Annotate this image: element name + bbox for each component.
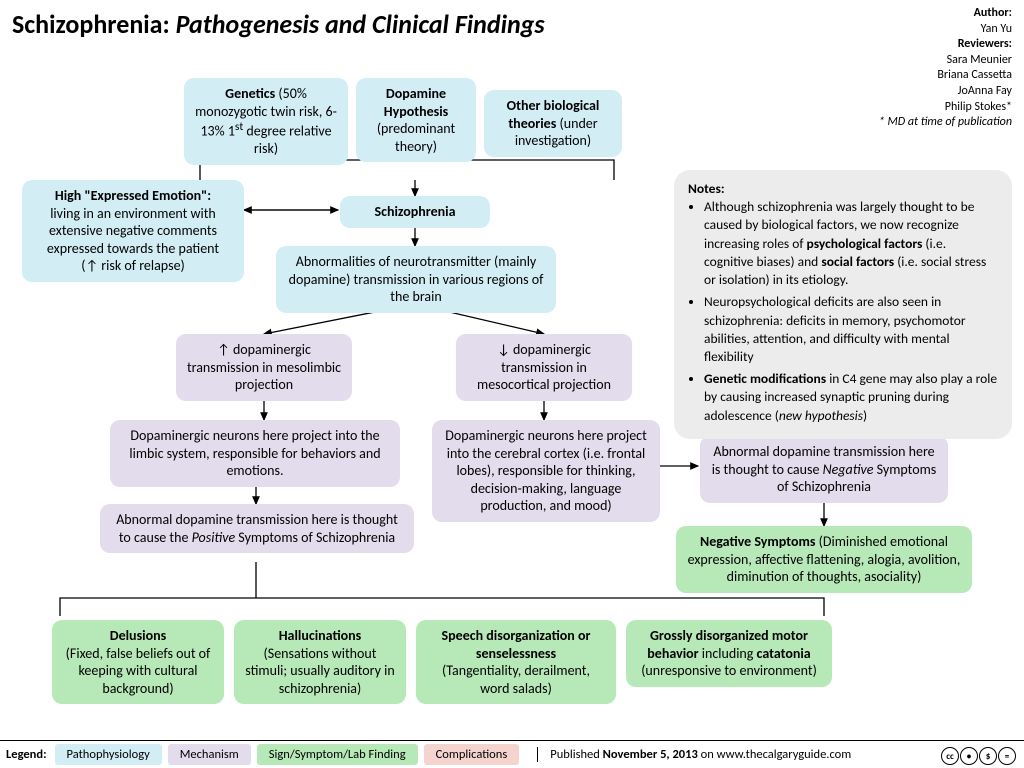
legend-sign: Sign/Symptom/Lab Finding xyxy=(257,744,418,765)
note-2: Neuropsychological deficits are also see… xyxy=(704,293,998,366)
notes-heading: Notes: xyxy=(688,180,725,197)
box-negative_cause: Abnormal dopamine transmission here is t… xyxy=(700,436,948,503)
reviewer-2: Briana Cassetta xyxy=(879,68,1012,84)
box-motor: Grossly disorganized motor behavior incl… xyxy=(626,620,832,687)
legend-published: Published November 5, 2013 on www.thecal… xyxy=(537,747,851,762)
cc-license-icon: cc•$= xyxy=(941,747,1016,765)
box-neg_symptoms: Negative Symptoms (Diminished emotional … xyxy=(676,526,972,593)
reviewer-4: Philip Stokes* xyxy=(879,100,1012,116)
legend-patho: Pathophysiology xyxy=(55,744,162,765)
reviewers-heading: Reviewers: xyxy=(879,37,1012,53)
author-name: Yan Yu xyxy=(879,22,1012,38)
box-limbic: Dopaminergic neurons here project into t… xyxy=(110,420,400,487)
box-other_bio: Other biological theories (under investi… xyxy=(484,90,622,157)
box-genetics: Genetics (50% monozygotic twin risk, 6-1… xyxy=(184,78,348,165)
box-schizo: Schizophrenia xyxy=(340,196,490,228)
page-title: Schizophrenia: Pathogenesis and Clinical… xyxy=(12,8,545,40)
title-italic: Pathogenesis and Clinical Findings xyxy=(176,8,545,40)
author-heading: Author: xyxy=(879,6,1012,22)
title-bold: Schizophrenia: xyxy=(12,8,170,40)
note-1: Although schizophrenia was largely thoug… xyxy=(704,198,998,289)
box-halluc: Hallucinations(Sensations without stimul… xyxy=(234,620,406,704)
box-up_meso: ↑ dopaminergic transmission in mesolimbi… xyxy=(176,334,352,401)
credits-block: Author: Yan Yu Reviewers: Sara Meunier B… xyxy=(879,6,1012,131)
reviewer-1: Sara Meunier xyxy=(879,53,1012,69)
box-dopamine_hyp: Dopamine Hypothesis (predominant theory) xyxy=(356,78,476,162)
reviewer-3: JoAnna Fay xyxy=(879,84,1012,100)
box-abnorm: Abnormalities of neurotransmitter (mainl… xyxy=(276,246,556,313)
box-speech: Speech disorganization or senselessness(… xyxy=(416,620,616,704)
legend-mech: Mechanism xyxy=(168,744,251,765)
box-cortex: Dopaminergic neurons here project into t… xyxy=(432,420,660,522)
note-3: Genetic modifications in C4 gene may als… xyxy=(704,370,998,425)
legend-bar: Legend: Pathophysiology Mechanism Sign/S… xyxy=(0,740,1024,768)
box-down_meso: ↓ dopaminergic transmission in mesocorti… xyxy=(456,334,632,401)
legend-label: Legend: xyxy=(6,747,47,762)
box-positive: Abnormal dopamine transmission here is t… xyxy=(100,504,414,553)
box-expressed_emotion: High "Expressed Emotion":living in an en… xyxy=(22,180,244,282)
notes-box: Notes: Although schizophrenia was largel… xyxy=(674,170,1012,439)
box-delusions: Delusions(Fixed, false beliefs out of ke… xyxy=(52,620,224,704)
legend-comp: Complications xyxy=(424,744,520,765)
md-note: * MD at time of publication xyxy=(879,115,1012,131)
